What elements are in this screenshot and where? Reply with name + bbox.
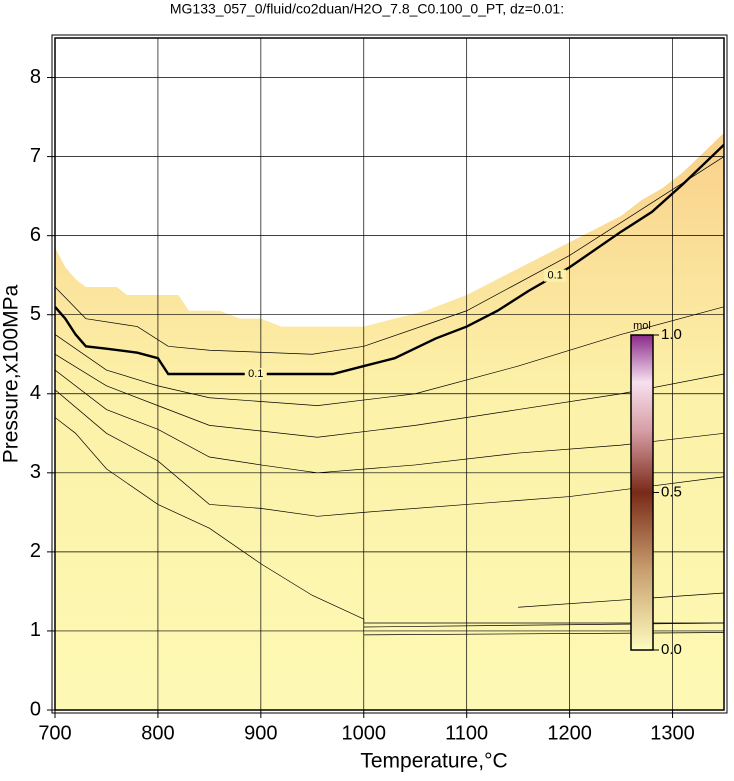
y-tick-label: 1 xyxy=(30,619,41,641)
contour-label: 0.1 xyxy=(547,270,562,282)
plot-area: 0.1 0.1 xyxy=(55,38,724,710)
contour-line xyxy=(55,143,724,376)
contour-line xyxy=(518,592,724,608)
contour-line xyxy=(55,389,724,517)
chart-title: MG133_057_0/fluid/co2duan/H2O_7.8_C0.100… xyxy=(170,1,564,17)
contour-line xyxy=(55,417,724,624)
y-tick-label: 6 xyxy=(30,224,41,246)
x-tick-label: 800 xyxy=(141,722,174,744)
y-tick-label: 5 xyxy=(30,303,41,325)
contour-line xyxy=(55,369,724,474)
y-tick-label: 4 xyxy=(30,382,41,404)
x-tick-label: 700 xyxy=(38,722,71,744)
contour-line xyxy=(363,632,724,636)
x-tick-label: 1200 xyxy=(547,722,592,744)
y-tick-label: 0 xyxy=(30,698,41,720)
contour-label-bg xyxy=(544,269,567,282)
y-axis-label: Pressure,x100MPa xyxy=(0,284,23,463)
colorbar-tick-label: 0.5 xyxy=(661,483,682,500)
y-tick-label: 7 xyxy=(30,145,41,167)
y-tick-label: 2 xyxy=(30,540,41,562)
colorbar-tick-label: 1.0 xyxy=(661,326,682,343)
colorbar xyxy=(630,334,654,651)
contour-label: 0.1 xyxy=(248,368,263,380)
plot-frame-outer xyxy=(51,34,728,714)
x-tick-label: 1100 xyxy=(445,722,488,744)
contour-line xyxy=(363,622,724,628)
stability-region xyxy=(55,132,724,710)
colorbar-tick-label: 0.0 xyxy=(661,641,682,658)
contour-label-bg xyxy=(244,368,267,380)
colorbar-label: mol xyxy=(633,320,651,332)
x-tick-label: 1000 xyxy=(342,722,387,744)
contour-line xyxy=(55,156,724,355)
y-tick-label: 8 xyxy=(30,66,41,88)
axes: 700 800 900 1000 1100 1200 1300 0 1 2 3 4 5 6 7 8 mol 0.0… xyxy=(30,34,728,744)
contour-line xyxy=(55,353,724,438)
x-tick-label: 900 xyxy=(244,722,277,744)
contour-line xyxy=(55,306,724,406)
y-tick-label: 3 xyxy=(30,461,41,483)
x-axis-label: Temperature,°C xyxy=(360,750,507,773)
x-tick-label: 1300 xyxy=(650,722,695,744)
plot-frame xyxy=(54,37,725,711)
